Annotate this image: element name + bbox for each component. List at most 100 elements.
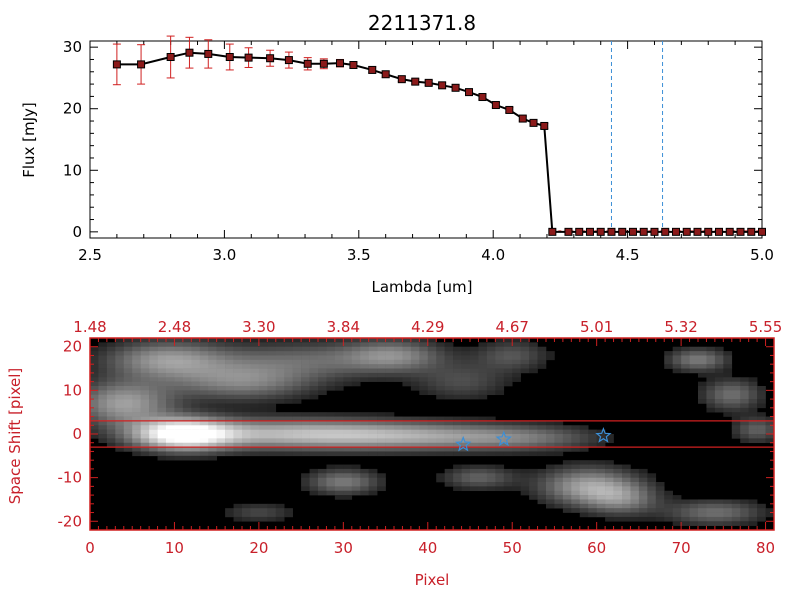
image-pixel (174, 455, 184, 461)
image-pixel (90, 368, 99, 374)
image-pixel (554, 495, 564, 500)
image-pixel (478, 468, 488, 474)
image-pixel (461, 468, 471, 474)
image-pixel (242, 429, 251, 435)
data-point (244, 53, 253, 62)
image-pixel (723, 377, 733, 382)
image-pixel (512, 438, 521, 444)
image-pixel (520, 442, 530, 448)
image-pixel (495, 390, 505, 396)
image-pixel (706, 390, 716, 396)
image-pixel (740, 516, 749, 522)
image-pixel (242, 438, 251, 444)
image-pixel (309, 477, 319, 483)
image-pixel (478, 420, 488, 426)
image-pixel (140, 399, 150, 404)
image-pixel (182, 386, 192, 391)
image-pixel (90, 390, 99, 396)
image-pixel (723, 403, 733, 409)
image-pixel (334, 451, 344, 457)
image-pixel (402, 355, 412, 361)
image-pixel (360, 359, 369, 365)
image-pixel (216, 403, 226, 409)
image-pixel (562, 482, 572, 487)
image-pixel (689, 364, 699, 369)
image-pixel (385, 447, 395, 452)
image-pixel (132, 368, 141, 374)
image-pixel (689, 351, 699, 356)
image-pixel (174, 451, 184, 457)
image-pixel (402, 364, 412, 369)
image-pixel (284, 399, 293, 404)
image-pixel (166, 351, 175, 356)
image-pixel (132, 399, 141, 404)
image-pixel (199, 412, 209, 417)
image-pixel (520, 486, 530, 492)
image-pixel (233, 368, 243, 374)
image-pixel (579, 473, 589, 478)
image-pixel (470, 486, 479, 492)
image-pixel (579, 486, 589, 492)
image-pixel (622, 508, 631, 513)
image-pixel (537, 420, 547, 426)
image-pixel (706, 377, 716, 382)
image-pixel (757, 438, 766, 444)
image-pixel (554, 477, 564, 483)
image-pixel (343, 447, 353, 452)
image-pixel (470, 451, 479, 457)
image-pixel (723, 512, 733, 518)
image-pixel (258, 416, 268, 422)
image-pixel (351, 342, 361, 348)
image-pixel (301, 372, 310, 378)
image-pixel (377, 355, 386, 361)
image-pixel (334, 359, 344, 365)
image-pixel (714, 372, 724, 378)
image-pixel (309, 486, 319, 492)
image-pixel (486, 482, 496, 487)
image-pixel (233, 438, 243, 444)
image-pixel (275, 429, 285, 435)
image-pixel (765, 508, 775, 513)
image-pixel (596, 490, 606, 496)
image-pixel (318, 425, 327, 430)
image-pixel (503, 338, 513, 343)
image-pixel (309, 434, 319, 439)
image-pixel (731, 429, 741, 435)
image-pixel (140, 346, 150, 352)
image-pixel (182, 368, 192, 374)
image-pixel (233, 372, 243, 378)
image-pixel (250, 425, 260, 430)
image-pixel (461, 429, 471, 435)
image-pixel (436, 359, 445, 365)
image-pixel (250, 381, 260, 387)
image-pixel (208, 364, 217, 369)
image-pixel (478, 381, 488, 387)
image-pixel (613, 486, 623, 492)
space-shift-tick-label: -20 (58, 512, 83, 530)
image-pixel (225, 359, 234, 365)
image-pixel (731, 416, 741, 422)
image-pixel (571, 434, 581, 439)
image-pixel (326, 364, 336, 369)
image-pixel (106, 412, 116, 417)
image-pixel (419, 447, 429, 452)
image-pixel (402, 442, 412, 448)
image-pixel (402, 342, 412, 348)
image-pixel (740, 438, 749, 444)
image-pixel (106, 351, 116, 356)
x-tick-label: 2.5 (78, 246, 102, 264)
image-pixel (444, 477, 454, 483)
image-pixel (174, 394, 184, 400)
image-pixel (334, 495, 344, 500)
image-pixel (655, 495, 665, 500)
image-pixel (140, 407, 150, 413)
image-pixel (250, 342, 260, 348)
image-pixel (486, 346, 496, 352)
image-pixel (275, 451, 285, 457)
image-pixel (199, 390, 209, 396)
image-pixel (123, 403, 133, 409)
image-pixel (757, 434, 766, 439)
image-pixel (427, 390, 437, 396)
image-pixel (655, 499, 665, 505)
